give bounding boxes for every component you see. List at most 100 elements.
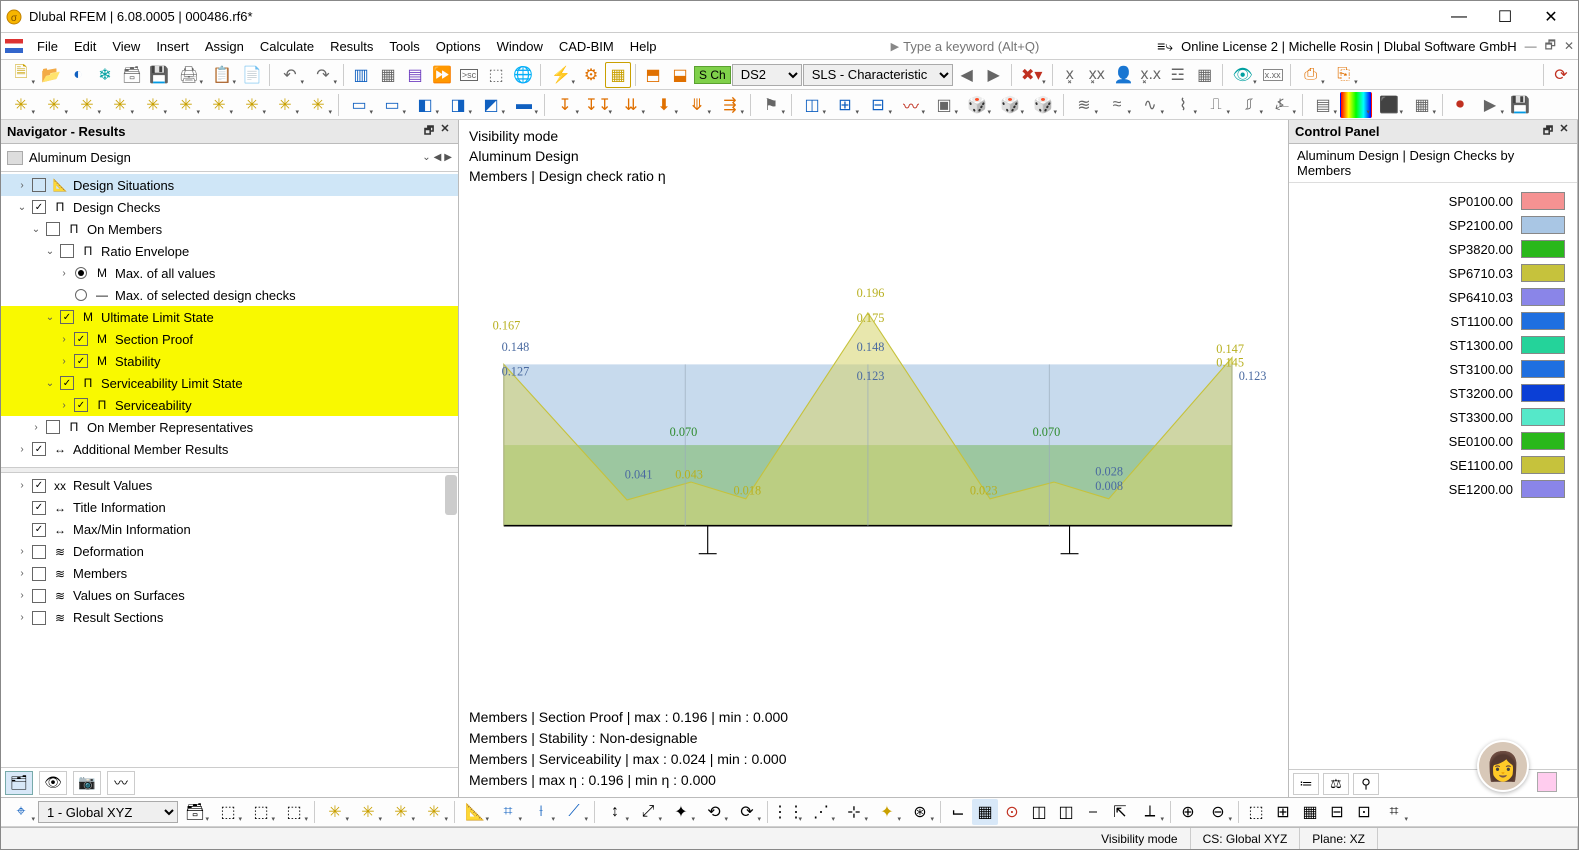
tb2-g7[interactable]: ⍼	[1266, 92, 1298, 118]
bb-g2[interactable]: ▦	[972, 799, 998, 825]
bb-h1[interactable]: ⊕	[1175, 799, 1201, 825]
tree-row[interactable]: ›≋Members	[1, 563, 458, 585]
bb-g4[interactable]: ◫	[1026, 799, 1052, 825]
bb-f1[interactable]: ⋮⋮	[772, 799, 804, 825]
tree-row[interactable]: ›📐Design Situations	[1, 174, 458, 196]
bb-e5[interactable]: ⟳	[731, 799, 763, 825]
tree-checkbox[interactable]	[32, 442, 46, 456]
tb2-d1[interactable]: ↧	[549, 92, 581, 118]
annot-btn-6[interactable]: ▦	[1192, 62, 1218, 88]
collapse-icon[interactable]: ⌄	[15, 202, 29, 213]
collapse-icon[interactable]: ⌄	[29, 224, 43, 235]
report-button[interactable]: 📋	[206, 62, 238, 88]
tree-checkbox[interactable]	[32, 501, 46, 515]
tree-row[interactable]: ↔Max/Min Information	[1, 519, 458, 541]
sync-button[interactable]: ❄	[92, 62, 118, 88]
tb2-d3[interactable]: ⇊	[615, 92, 647, 118]
expand-icon[interactable]: ›	[15, 568, 29, 579]
navigator-tab-display[interactable]: 🗂	[5, 771, 33, 795]
legend-row[interactable]: SP3820.00	[1289, 237, 1577, 261]
tree-row[interactable]: —Max. of selected design checks	[1, 284, 458, 306]
load-case-select[interactable]: SLS - Characteristic	[803, 64, 953, 86]
bb-g6[interactable]: ⎯	[1080, 799, 1106, 825]
tb2-c1[interactable]: ▭	[343, 92, 375, 118]
tb2-c6[interactable]: ▬	[508, 92, 540, 118]
loads-button-2[interactable]: ⬓	[667, 62, 693, 88]
bb-b4[interactable]: ⬚	[278, 799, 310, 825]
legend-row[interactable]: SP0100.00	[1289, 189, 1577, 213]
bb-e2[interactable]: ⤢	[632, 799, 664, 825]
tb2-c5[interactable]: ◩	[475, 92, 507, 118]
legend-row[interactable]: SP6710.03	[1289, 261, 1577, 285]
search-finder-icon[interactable]: ≡⤷	[1157, 38, 1173, 55]
menu-view[interactable]: View	[104, 37, 148, 56]
bb-g8[interactable]: ⟂	[1134, 799, 1166, 825]
collapse-icon[interactable]: ⌄	[43, 378, 57, 389]
bb-c3[interactable]: ✳	[385, 799, 417, 825]
bb-i6[interactable]: ⌗	[1378, 799, 1410, 825]
mdi-restore-icon[interactable]: 🗗	[1545, 36, 1556, 57]
tree-row[interactable]: ⌄ΠServiceability Limit State	[1, 372, 458, 394]
tb2-b2[interactable]: ✳	[38, 92, 70, 118]
expand-icon[interactable]: ›	[29, 422, 43, 433]
tree-row[interactable]: ›MStability	[1, 350, 458, 372]
menu-edit[interactable]: Edit	[66, 37, 104, 56]
tree-row[interactable]: ↔Title Information	[1, 497, 458, 519]
expand-icon[interactable]: ›	[15, 546, 29, 557]
bb-e4[interactable]: ⟲	[698, 799, 730, 825]
legend-row[interactable]: SP2100.00	[1289, 213, 1577, 237]
bb-d4[interactable]: ⟋	[558, 799, 590, 825]
lc-next-button[interactable]: ▶	[981, 62, 1007, 88]
collapse-icon[interactable]: ⌄	[43, 246, 57, 257]
navigator-tree-lower[interactable]: ›xxResult Values↔Title Information↔Max/M…	[1, 473, 458, 768]
cp-tab-legend[interactable]: ≔	[1293, 773, 1319, 795]
bb-d3[interactable]: ⟊	[525, 799, 557, 825]
tb2-d2[interactable]: ↧↧	[582, 92, 614, 118]
tb2-b9[interactable]: ✳	[269, 92, 301, 118]
tree-checkbox[interactable]	[60, 244, 74, 258]
tree-checkbox[interactable]	[46, 420, 60, 434]
tb2-f2[interactable]: ⊞	[829, 92, 861, 118]
tb2-b7[interactable]: ✳	[203, 92, 235, 118]
legend-row[interactable]: ST3100.00	[1289, 357, 1577, 381]
tb2-g1[interactable]: ≋	[1068, 92, 1100, 118]
tb2-b1[interactable]: ✳	[5, 92, 37, 118]
tree-row[interactable]: ›MMax. of all values	[1, 262, 458, 284]
tree-row[interactable]: ›↔Additional Member Results	[1, 438, 458, 460]
tb2-f4[interactable]: 〰	[895, 92, 927, 118]
tree-row[interactable]: ›≋Result Sections	[1, 607, 458, 629]
tree-row[interactable]: ⌄MUltimate Limit State	[1, 306, 458, 328]
tree-row[interactable]: ⌄ΠOn Members	[1, 218, 458, 240]
coord-system-select[interactable]: 1 - Global XYZ	[38, 801, 178, 823]
navigator-undock-icon[interactable]: 🗗	[422, 122, 436, 141]
expand-icon[interactable]: ›	[15, 480, 29, 491]
menu-results[interactable]: Results	[322, 37, 381, 56]
tb2-c2[interactable]: ▭	[376, 92, 408, 118]
tb2-d5[interactable]: ⤋	[681, 92, 713, 118]
navigator-mode-prev-icon[interactable]: ◀	[434, 152, 442, 163]
collapse-icon[interactable]: ⌄	[43, 312, 57, 323]
menu-tools[interactable]: Tools	[381, 37, 427, 56]
design-situation-select[interactable]: DS2	[732, 64, 802, 86]
bb-b2[interactable]: ⬚	[212, 799, 244, 825]
tb2-h3[interactable]: ⬛	[1373, 92, 1405, 118]
loads-button-1[interactable]: ⬒	[640, 62, 666, 88]
view-filter-1[interactable]: 👁	[1227, 62, 1259, 88]
tb2-f3[interactable]: ⊟	[862, 92, 894, 118]
tree-checkbox[interactable]	[32, 567, 46, 581]
annot-btn-5[interactable]: ☲	[1165, 62, 1191, 88]
tree-row[interactable]: ›≋Deformation	[1, 541, 458, 563]
tb2-c4[interactable]: ◨	[442, 92, 474, 118]
bb-d1[interactable]: 📐	[459, 799, 491, 825]
menu-window[interactable]: Window	[489, 37, 551, 56]
redo-button[interactable]: ↷	[307, 62, 339, 88]
expand-icon[interactable]: ›	[15, 180, 29, 191]
tb2-g3[interactable]: ∿	[1134, 92, 1166, 118]
tb2-i3[interactable]: 💾	[1507, 92, 1533, 118]
tb2-g6[interactable]: ⎎	[1233, 92, 1265, 118]
tb2-g2[interactable]: ≈	[1101, 92, 1133, 118]
cp-tab-scale[interactable]: ⚖	[1323, 773, 1349, 795]
tb2-b5[interactable]: ✳	[137, 92, 169, 118]
tree-row[interactable]: ⌄ΠDesign Checks	[1, 196, 458, 218]
bb-i4[interactable]: ⊟	[1324, 799, 1350, 825]
